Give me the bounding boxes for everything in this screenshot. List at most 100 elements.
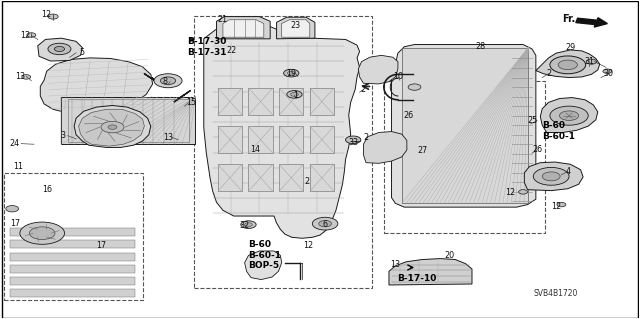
Bar [10, 241, 135, 249]
Text: 2: 2 [364, 133, 369, 142]
Circle shape [287, 71, 295, 75]
Bar [68, 99, 189, 142]
Text: 24: 24 [10, 139, 20, 148]
Text: 16: 16 [42, 185, 52, 194]
Bar [402, 48, 528, 203]
Bar [310, 126, 334, 153]
Text: B-17-10: B-17-10 [397, 274, 436, 283]
Bar [310, 88, 334, 115]
Text: 2: 2 [361, 85, 366, 94]
Text: 22: 22 [227, 46, 237, 56]
Text: 2: 2 [546, 69, 551, 78]
Bar [10, 277, 135, 285]
Text: 4: 4 [565, 167, 570, 176]
Polygon shape [38, 38, 83, 61]
Text: B-17-30
B-17-31: B-17-30 B-17-31 [187, 37, 227, 56]
Polygon shape [392, 45, 536, 207]
Bar [218, 164, 242, 191]
Text: 27: 27 [417, 146, 428, 155]
Bar [384, 81, 545, 233]
Text: 5: 5 [80, 48, 85, 57]
Text: 15: 15 [186, 98, 196, 107]
Polygon shape [389, 259, 472, 285]
Bar [10, 253, 135, 261]
Bar [4, 174, 143, 300]
Bar [218, 126, 242, 153]
Text: 2: 2 [305, 177, 310, 186]
Text: 26: 26 [532, 145, 542, 154]
Circle shape [533, 167, 569, 185]
Text: Fr.: Fr. [562, 14, 575, 24]
Bar [10, 289, 135, 297]
Bar [310, 164, 334, 191]
Circle shape [346, 136, 361, 144]
Text: 6: 6 [323, 220, 328, 229]
Text: 14: 14 [250, 145, 260, 154]
Text: 12: 12 [505, 188, 515, 197]
Text: 10: 10 [393, 72, 403, 81]
Polygon shape [536, 50, 600, 78]
Text: 13: 13 [15, 72, 25, 81]
Bar [248, 88, 273, 115]
Polygon shape [223, 20, 264, 37]
Text: 26: 26 [403, 111, 413, 120]
Text: B-60
B-60-1: B-60 B-60-1 [542, 122, 575, 141]
Text: 28: 28 [476, 42, 486, 51]
Text: 12: 12 [20, 31, 30, 40]
Polygon shape [276, 17, 315, 39]
Text: 13: 13 [163, 133, 173, 142]
Circle shape [550, 106, 588, 125]
Text: 31: 31 [584, 57, 595, 66]
Circle shape [542, 172, 560, 181]
Bar [10, 265, 135, 272]
Circle shape [241, 221, 256, 228]
Bar [248, 164, 273, 191]
Text: 30: 30 [604, 69, 614, 78]
Text: 23: 23 [291, 21, 301, 30]
Text: 12: 12 [303, 241, 314, 250]
Text: 29: 29 [565, 43, 575, 52]
Circle shape [20, 222, 65, 244]
Circle shape [244, 223, 252, 226]
Polygon shape [244, 251, 282, 279]
Text: 3: 3 [61, 131, 66, 140]
Circle shape [518, 190, 527, 194]
Polygon shape [216, 17, 270, 39]
Text: 1: 1 [293, 91, 298, 100]
Bar [10, 228, 135, 236]
Text: 20: 20 [444, 251, 454, 260]
Text: 12: 12 [551, 202, 561, 211]
Circle shape [291, 93, 298, 96]
Bar [61, 97, 195, 144]
Bar [218, 88, 242, 115]
Circle shape [287, 91, 302, 98]
Polygon shape [79, 109, 145, 146]
FancyArrow shape [576, 18, 607, 27]
Polygon shape [540, 98, 598, 132]
Circle shape [48, 14, 58, 19]
Circle shape [22, 75, 31, 79]
Polygon shape [40, 58, 153, 114]
Text: SVB4B1720: SVB4B1720 [534, 289, 579, 298]
Circle shape [101, 122, 124, 133]
Circle shape [319, 220, 332, 227]
Bar [248, 126, 273, 153]
Polygon shape [524, 162, 583, 191]
Text: 17: 17 [97, 241, 107, 250]
Circle shape [27, 33, 36, 37]
Text: B-60
B-60-1
BOP-5: B-60 B-60-1 BOP-5 [248, 241, 282, 270]
Text: 25: 25 [527, 116, 537, 125]
Circle shape [161, 77, 175, 85]
Polygon shape [74, 106, 151, 147]
Circle shape [557, 202, 566, 207]
Text: 32: 32 [239, 221, 250, 230]
Circle shape [284, 69, 299, 77]
Text: 8: 8 [163, 77, 168, 86]
Bar [279, 126, 303, 153]
Polygon shape [282, 20, 310, 37]
Circle shape [586, 59, 596, 64]
Bar [279, 164, 303, 191]
Text: 19: 19 [286, 69, 296, 78]
Circle shape [154, 74, 182, 88]
Circle shape [603, 69, 612, 73]
